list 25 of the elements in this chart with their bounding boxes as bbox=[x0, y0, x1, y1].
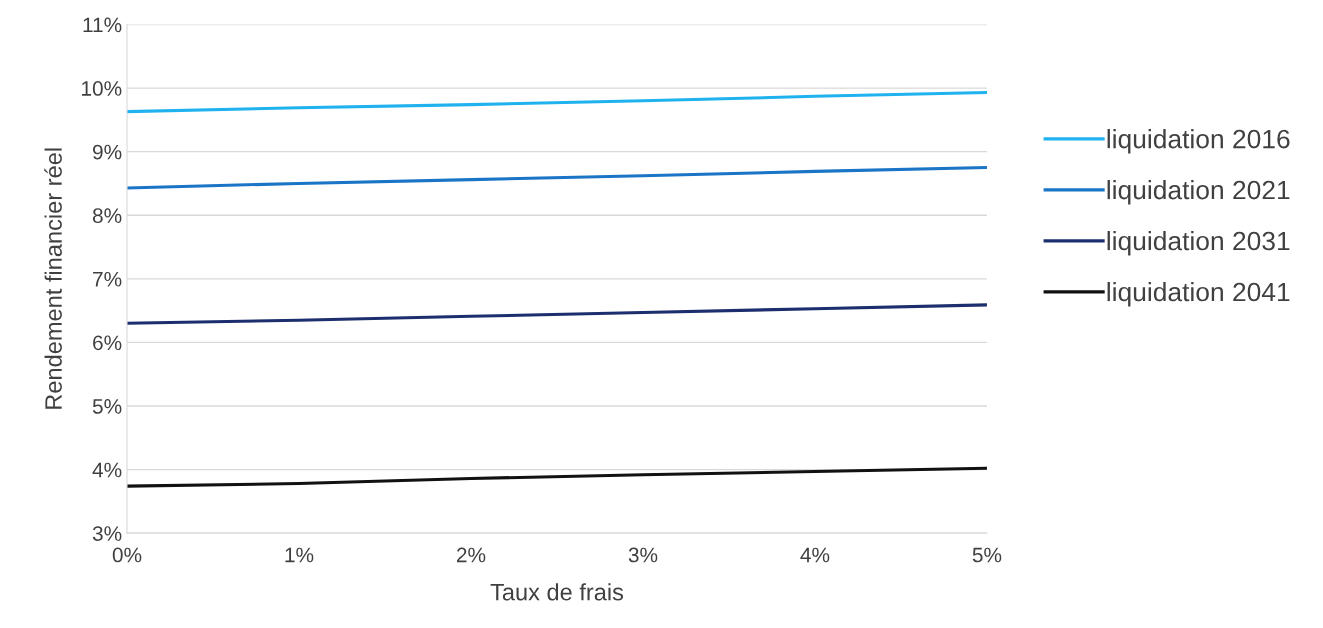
legend-label: liquidation 2041 bbox=[1107, 281, 1290, 307]
x-axis-title: Taux de frais bbox=[490, 583, 624, 601]
legend-label: liquidation 2016 bbox=[1107, 129, 1290, 154]
y-tick-label: 3% bbox=[92, 526, 122, 541]
y-tick-label: 9% bbox=[93, 144, 122, 160]
y-tick-label: 6% bbox=[93, 335, 122, 351]
y-axis-title: Rendement financier réel bbox=[44, 148, 62, 409]
x-tick-label: 4% bbox=[800, 547, 830, 563]
y-tick-label: 10% bbox=[82, 81, 122, 96]
line-series bbox=[127, 466, 987, 488]
line-series bbox=[127, 166, 987, 190]
y-tick-label: 8% bbox=[92, 208, 122, 223]
x-tick-label: 5% bbox=[972, 547, 1002, 563]
legend-label: liquidation 2031 bbox=[1107, 230, 1290, 256]
line-series bbox=[127, 303, 987, 325]
x-tick-label: 1% bbox=[285, 547, 314, 563]
line-series bbox=[127, 91, 987, 114]
y-tick-label: 7% bbox=[93, 271, 122, 287]
y-tick-label: 11% bbox=[83, 17, 122, 33]
x-tick-label: 3% bbox=[628, 547, 658, 563]
x-tick-label: 0% bbox=[112, 547, 142, 563]
legend-label: liquidation 2021 bbox=[1107, 180, 1290, 205]
x-tick-label: 2% bbox=[456, 547, 486, 563]
y-tick-label: 5% bbox=[92, 399, 122, 414]
y-tick-label: 4% bbox=[92, 462, 122, 478]
